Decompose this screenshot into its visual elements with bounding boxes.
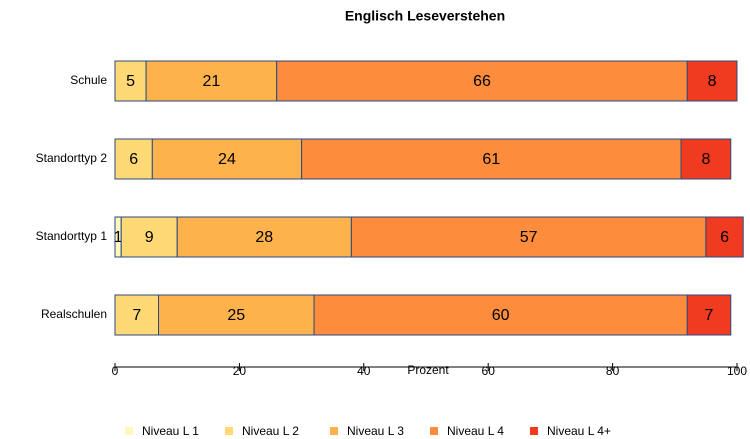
- bar-segment: [151, 138, 303, 180]
- data-label: 7: [132, 307, 141, 324]
- bar-segment: [176, 216, 352, 258]
- legend-label: Niveau L 4: [447, 424, 504, 438]
- bar-segment: [686, 294, 732, 336]
- bar-segment: [350, 216, 707, 258]
- x-tick-label: 80: [606, 364, 620, 378]
- data-label: 7: [705, 307, 714, 324]
- legend-label: Niveau L 4+: [547, 424, 611, 438]
- data-label: 8: [701, 151, 710, 168]
- data-label: 8: [708, 73, 717, 90]
- legend-swatch: [430, 427, 438, 435]
- x-tick-label: 100: [727, 364, 747, 378]
- data-label: 28: [255, 229, 273, 246]
- data-label: 60: [492, 307, 510, 324]
- legend-label: Niveau L 1: [142, 424, 199, 438]
- bar-segment: [120, 216, 178, 258]
- data-label: 66: [473, 73, 491, 90]
- legend-label: Niveau L 3: [347, 424, 404, 438]
- legend-swatch: [330, 427, 338, 435]
- data-label: 61: [482, 151, 500, 168]
- bar-segment: [313, 294, 688, 336]
- x-tick-label: 40: [357, 364, 371, 378]
- data-label: 25: [227, 307, 245, 324]
- data-label: 6: [129, 151, 138, 168]
- legend-swatch: [225, 427, 233, 435]
- bar-segment: [114, 294, 160, 336]
- y-tick-label: Realschulen: [41, 307, 107, 321]
- x-axis-label: Prozent: [407, 363, 449, 377]
- data-label: 21: [203, 73, 221, 90]
- data-label: 6: [720, 229, 729, 246]
- data-label: 57: [520, 229, 538, 246]
- y-tick-label: Standorttyp 1: [36, 229, 108, 243]
- bar-segment: [114, 60, 147, 102]
- y-tick-label: Standorttyp 2: [36, 151, 108, 165]
- y-tick-label: Schule: [70, 73, 107, 87]
- legend-label: Niveau L 2: [242, 424, 299, 438]
- data-label: 9: [145, 229, 154, 246]
- data-label: 5: [126, 73, 135, 90]
- bar-segment: [158, 294, 315, 336]
- x-tick-label: 20: [233, 364, 247, 378]
- bar-segment: [705, 216, 744, 258]
- bar-segment: [145, 60, 278, 102]
- legend-swatch: [530, 427, 538, 435]
- bar-segment: [686, 60, 738, 102]
- bar-segment: [114, 138, 153, 180]
- bar-segment: [680, 138, 732, 180]
- bar-segment: [276, 60, 688, 102]
- x-tick-label: 0: [112, 364, 119, 378]
- legend-swatch: [125, 427, 133, 435]
- x-tick-label: 60: [482, 364, 496, 378]
- data-label: 24: [218, 151, 236, 168]
- chart-title: Englisch Leseverstehen: [345, 8, 505, 24]
- data-label: 1: [114, 229, 123, 246]
